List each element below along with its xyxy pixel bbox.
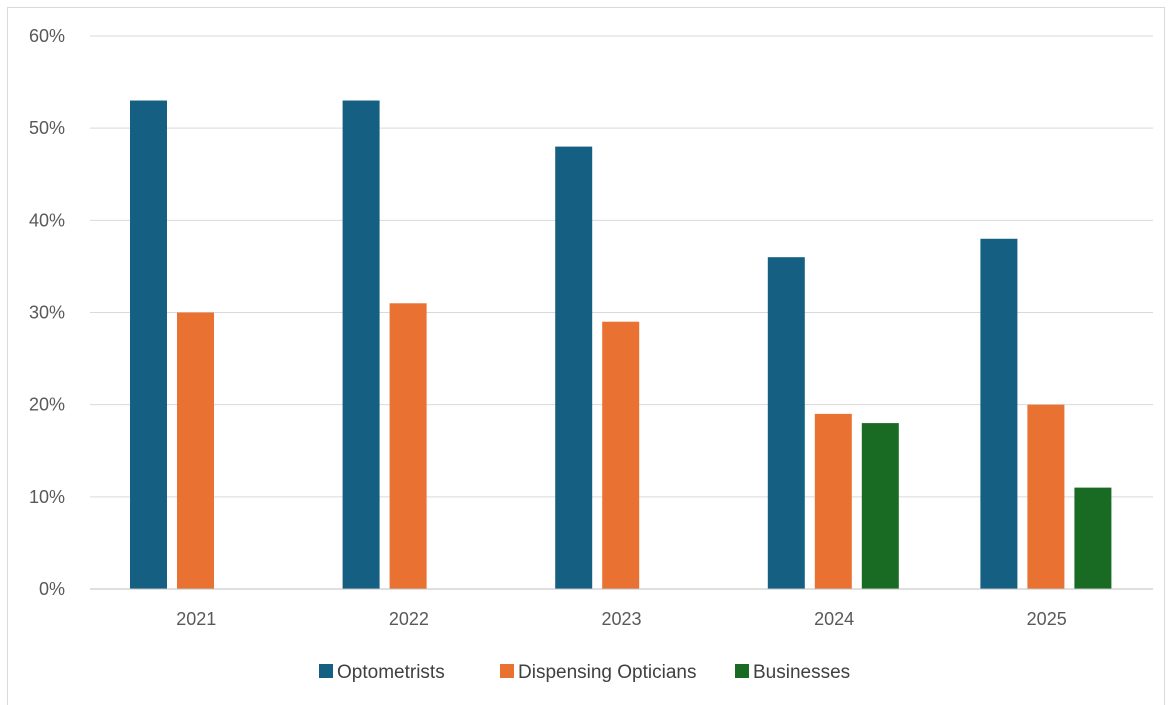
bar-optometrists-2024 xyxy=(767,257,805,589)
bar-dispensing-opticians-2022 xyxy=(389,303,427,589)
y-tick-label: 50% xyxy=(29,118,65,138)
bar-optometrists-2021 xyxy=(130,100,167,590)
bar-optometrists-2025 xyxy=(980,238,1018,589)
x-axis-tick-labels: 2021 2022 2023 2024 2025 xyxy=(176,609,1066,629)
legend-swatch-optometrists xyxy=(319,664,333,678)
bars xyxy=(130,100,1112,590)
bar-businesses-2025 xyxy=(1074,487,1112,589)
y-axis-tick-labels: 0% 10% 20% 30% 40% 50% 60% xyxy=(29,26,65,599)
y-tick-label: 60% xyxy=(29,26,65,46)
legend-label: Optometrists xyxy=(337,662,445,683)
x-tick-label: 2021 xyxy=(176,609,216,629)
y-tick-label: 30% xyxy=(29,303,65,323)
y-tick-label: 0% xyxy=(39,579,65,599)
bar-dispensing-opticians-2024 xyxy=(814,413,852,589)
legend-swatch-dispensing-opticians xyxy=(500,664,514,678)
bar-dispensing-opticians-2025 xyxy=(1027,404,1065,589)
y-tick-label: 10% xyxy=(29,487,65,507)
x-tick-label: 2023 xyxy=(601,609,641,629)
x-tick-label: 2024 xyxy=(814,609,854,629)
y-tick-label: 40% xyxy=(29,210,65,230)
x-tick-label: 2022 xyxy=(389,609,429,629)
x-tick-label: 2025 xyxy=(1027,609,1067,629)
legend-label: Dispensing Opticians xyxy=(518,662,696,683)
bar-dispensing-opticians-2021 xyxy=(177,312,214,589)
bar-optometrists-2023 xyxy=(555,146,593,589)
legend-label: Businesses xyxy=(753,662,850,683)
bar-businesses-2024 xyxy=(861,423,899,589)
legend: Optometrists Dispensing Opticians Business… xyxy=(319,662,850,683)
bar-dispensing-opticians-2023 xyxy=(602,321,640,589)
bar-optometrists-2022 xyxy=(342,100,380,590)
legend-swatch-businesses xyxy=(735,664,749,678)
y-tick-label: 20% xyxy=(29,395,65,415)
